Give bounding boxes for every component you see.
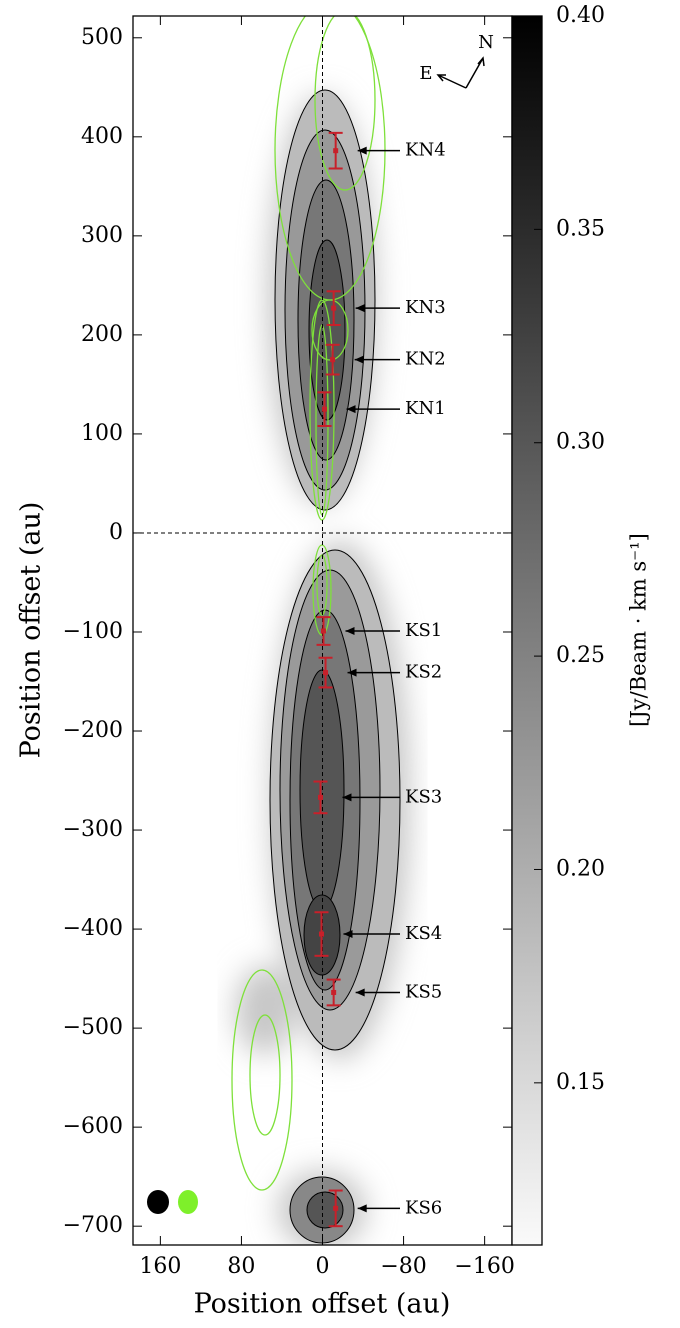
arrow-head [354, 355, 364, 364]
knot-label: KS4 [405, 923, 442, 944]
y-tick-label: −100 [63, 619, 123, 644]
compass-east: E [419, 63, 432, 84]
arrow-head [357, 146, 367, 155]
y-tick-label: −200 [63, 718, 123, 743]
colorbar-tick-label: 0.20 [556, 856, 605, 881]
knot-point [317, 794, 323, 800]
x-tick-label: −80 [380, 1254, 426, 1279]
colorbar-tick-label: 0.25 [556, 643, 605, 668]
compass-north: N [478, 32, 494, 53]
arrow-head [355, 304, 365, 313]
knot-label: KS5 [405, 981, 442, 1002]
beam-gray [147, 1190, 169, 1214]
knot-label: KS2 [405, 662, 442, 683]
beam-green [178, 1190, 198, 1214]
y-tick-label: 0 [109, 520, 123, 545]
knot-point [321, 628, 327, 634]
x-tick-label: 160 [139, 1254, 181, 1279]
x-tick-label: 0 [316, 1254, 330, 1279]
y-axis-label: Position offset (au) [16, 502, 47, 759]
y-tick-label: 200 [81, 322, 123, 347]
y-tick-label: 500 [81, 25, 123, 50]
arrow-head [346, 405, 356, 414]
knot-point [331, 989, 337, 995]
knot-point [333, 148, 339, 154]
x-tick-label: −160 [454, 1254, 514, 1279]
knot-label: KS6 [405, 1197, 442, 1218]
x-tick-label: 80 [227, 1254, 255, 1279]
knot-point [333, 1205, 339, 1211]
knot-point [330, 357, 336, 363]
arrow-head [355, 988, 365, 997]
y-tick-label: −500 [63, 1015, 123, 1040]
y-tick-label: −400 [63, 916, 123, 941]
x-axis-label: Position offset (au) [194, 1289, 451, 1320]
knot-label: KN1 [405, 398, 446, 419]
knot-label: KN4 [405, 140, 446, 161]
y-tick-label: 100 [81, 421, 123, 446]
arrow-head [347, 668, 357, 677]
compass [436, 56, 485, 89]
y-tick-label: −700 [63, 1213, 123, 1238]
arrow-head [357, 1204, 367, 1213]
arrow-head [345, 626, 355, 635]
knot-point [318, 931, 324, 937]
y-tick-label: 400 [81, 124, 123, 149]
knot-point [323, 670, 329, 676]
emission-map [231, 16, 410, 1245]
knot-point [331, 305, 337, 311]
colorbar-tick-label: 0.40 [556, 3, 605, 28]
knot-label: KS1 [405, 620, 442, 641]
y-tick-label: 300 [81, 223, 123, 248]
colorbar-tick-label: 0.35 [556, 216, 605, 241]
y-tick-label: −300 [63, 817, 123, 842]
arrow-head [342, 793, 352, 802]
y-tick-label: −600 [63, 1114, 123, 1139]
knot-label: KN2 [405, 349, 446, 370]
colorbar-tick-label: 0.15 [556, 1070, 605, 1095]
knot-label: KN3 [405, 297, 446, 318]
arrow-head [343, 930, 353, 939]
colorbar [511, 15, 543, 1246]
colorbar-label: [Jy/Beam · km s⁻¹] [627, 533, 651, 727]
knot-point [322, 406, 328, 412]
knot-label: KS3 [405, 786, 442, 807]
colorbar-tick-label: 0.30 [556, 430, 605, 455]
